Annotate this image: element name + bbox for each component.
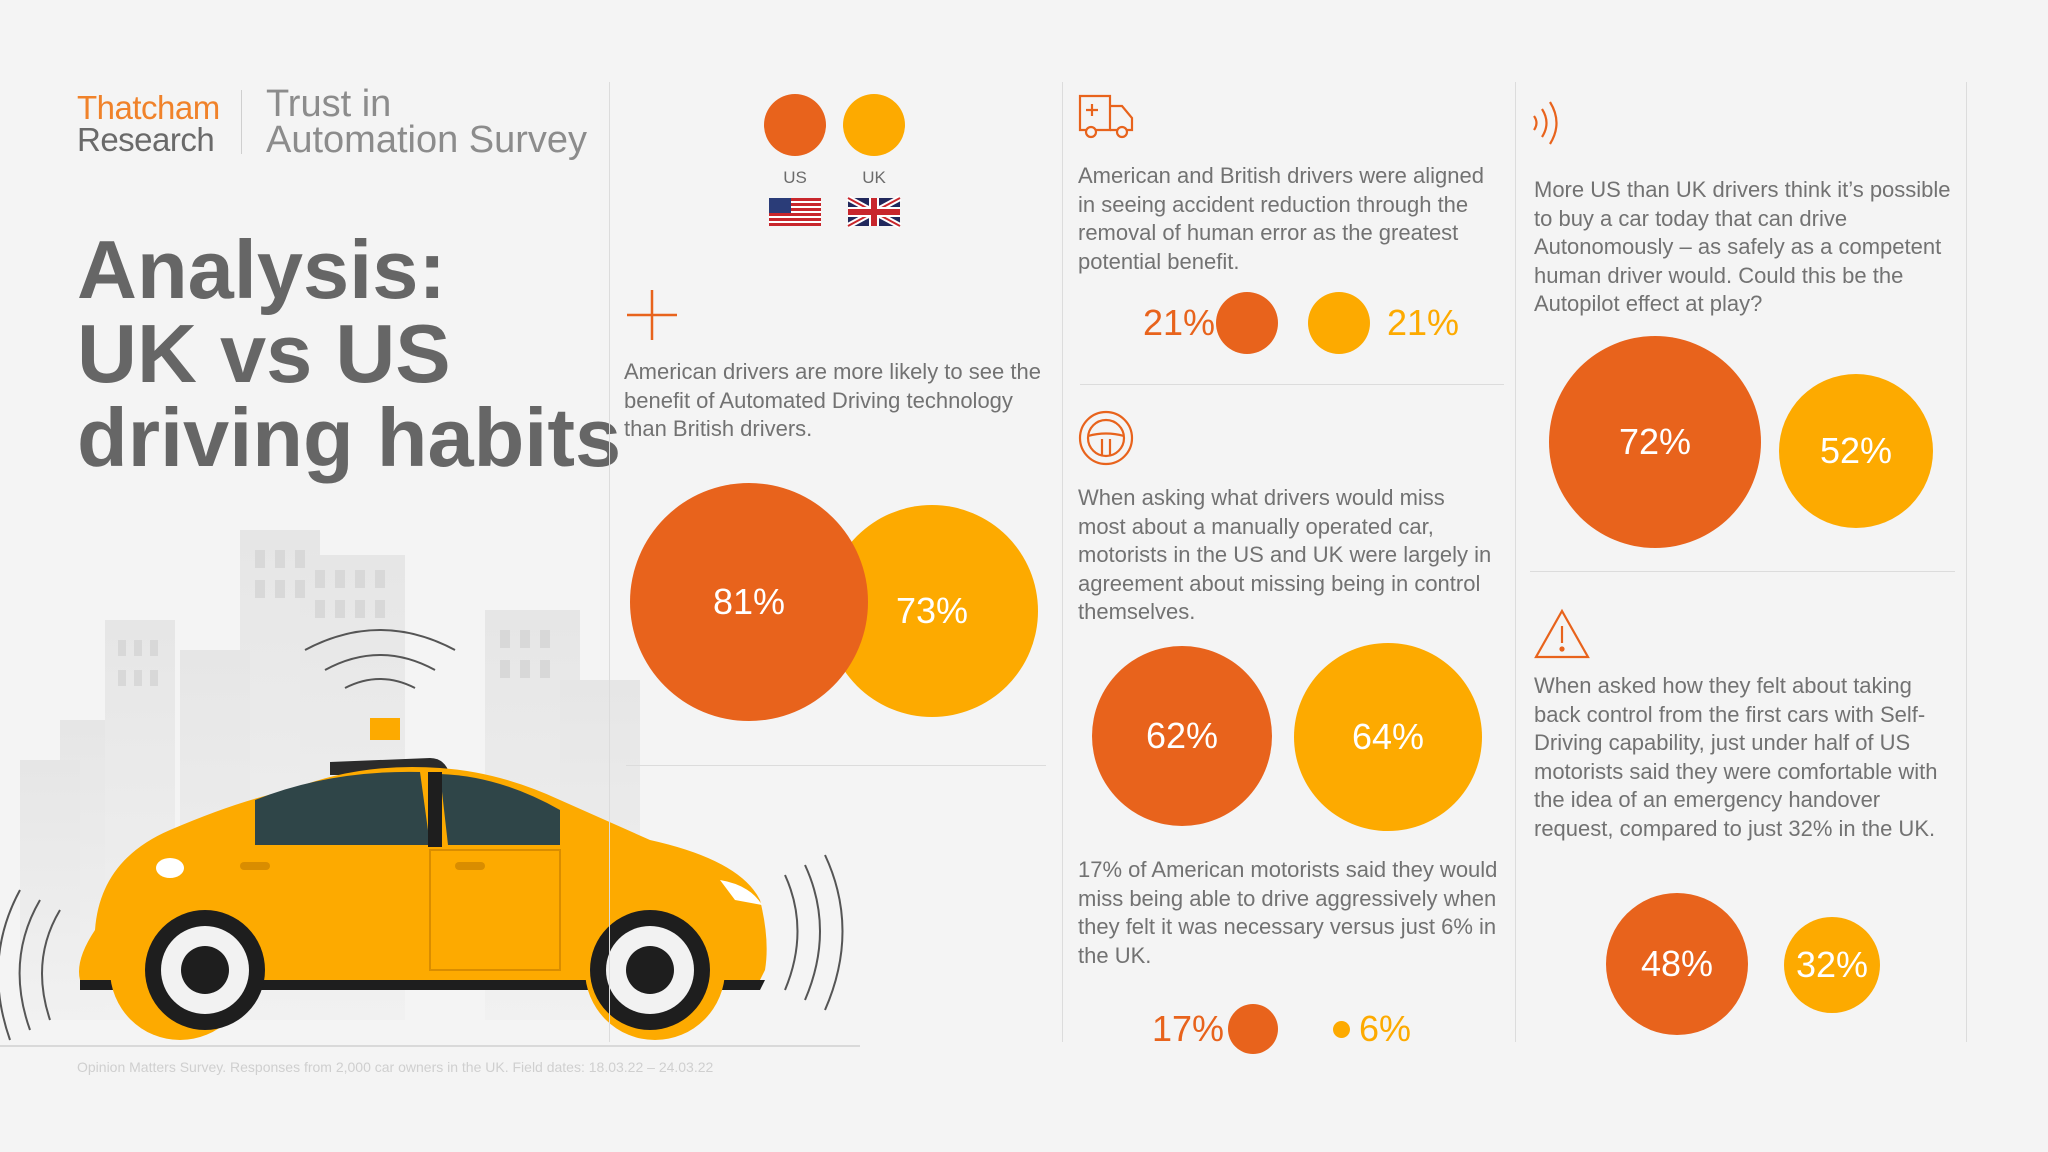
brand-divider [241,90,242,154]
legend-uk-swatch [843,94,905,156]
bubble-benefit-uk-label: 73% [896,590,968,632]
bubble-control-uk: 64% [1294,643,1482,831]
warning-triangle-icon [1533,608,1591,660]
survey-title: Trust in Automation Survey [266,86,587,158]
bubble-autonomous-us: 72% [1549,336,1761,548]
aggressive-uk-value: 6% [1359,1009,1411,1049]
column-divider-3 [1515,82,1516,1042]
bubble-control-us-label: 62% [1146,715,1218,757]
legend-uk-label: UK [844,168,904,188]
accident-uk-value: 21% [1387,303,1459,343]
signal-waves-icon [1530,94,1566,152]
bubble-accident-uk [1308,292,1370,354]
aggressive-text: 17% of American motorists said they woul… [1078,856,1498,970]
bubble-handover-us: 48% [1606,893,1748,1035]
bubble-handover-uk-label: 32% [1796,944,1868,986]
benefit-text: American drivers are more likely to see … [624,358,1044,444]
control-text: When asking what drivers would miss most… [1078,484,1498,627]
row-divider-3 [1530,571,1955,572]
survey-title-line1: Trust in [266,86,587,122]
bubble-handover-us-label: 48% [1641,943,1713,985]
page-title-line1: Analysis: [77,228,621,312]
steering-wheel-icon [1077,409,1135,467]
brand-line1: Thatcham [77,92,220,124]
row-divider-1 [626,765,1046,766]
bubble-benefit-us: 81% [630,483,868,721]
bubble-autonomous-uk-label: 52% [1820,430,1892,472]
page-title-line3: driving habits [77,396,621,480]
bubble-autonomous-uk: 52% [1779,374,1933,528]
bubble-accident-us [1216,292,1278,354]
row-divider-2 [1080,384,1504,385]
bubble-control-us: 62% [1092,646,1272,826]
plus-icon [625,288,679,342]
accident-us-value: 21% [1143,303,1215,343]
brand-line2: Research [77,124,220,156]
bubble-autonomous-us-label: 72% [1619,421,1691,463]
bubble-aggressive-us [1228,1004,1278,1054]
brand-logo: Thatcham Research [77,92,220,156]
aggressive-us-value: 17% [1152,1009,1224,1049]
bubble-control-uk-label: 64% [1352,716,1424,758]
source-footnote: Opinion Matters Survey. Responses from 2… [77,1059,713,1075]
column-divider-4 [1966,82,1967,1042]
column-divider-1 [609,82,610,1042]
uk-flag-icon [848,198,900,226]
survey-title-line2: Automation Survey [266,122,587,158]
us-flag-icon [769,198,821,226]
legend-us-label: US [765,168,825,188]
page-title: Analysis: UK vs US driving habits [77,228,621,480]
accident-text: American and British drivers were aligne… [1078,162,1498,276]
handover-text: When asked how they felt about taking ba… [1534,672,1952,843]
page-title-line2: UK vs US [77,312,621,396]
autonomous-text: More US than UK drivers think it’s possi… [1534,176,1952,319]
ambulance-icon [1078,92,1134,140]
bubble-aggressive-uk [1333,1021,1350,1038]
bubble-benefit-us-label: 81% [713,581,785,623]
column-divider-2 [1062,82,1063,1042]
legend-us-swatch [764,94,826,156]
bubble-handover-uk: 32% [1784,917,1880,1013]
